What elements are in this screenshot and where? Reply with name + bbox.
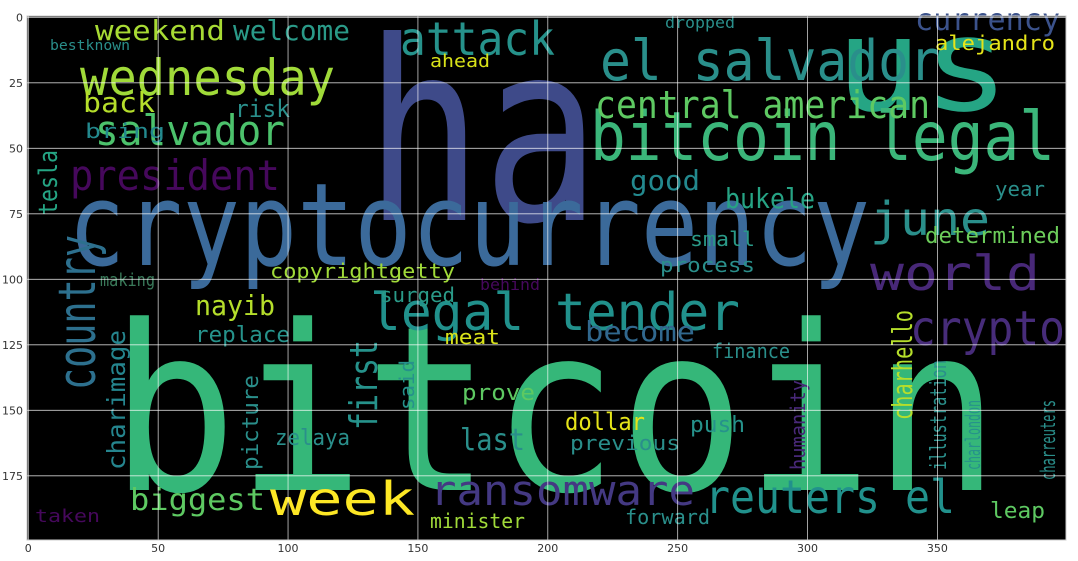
word: finance: [712, 339, 790, 363]
word: attack: [400, 12, 555, 66]
word: tesla: [34, 150, 64, 215]
word: country: [48, 235, 108, 390]
word: picture: [239, 375, 264, 470]
word: first: [342, 340, 386, 430]
word: meat: [445, 325, 500, 349]
word: leap: [990, 499, 1045, 524]
y-tick-label: 75: [9, 208, 23, 221]
word: bestknown: [50, 38, 130, 54]
word: behind: [480, 275, 540, 294]
word: dollar: [565, 408, 645, 436]
word: president: [70, 151, 280, 200]
word: minister: [430, 509, 525, 533]
word: reuters el: [705, 470, 955, 524]
x-tick-label: 250: [667, 542, 688, 555]
y-tick-label: 25: [9, 77, 23, 90]
word: june: [870, 192, 990, 246]
word: us: [835, 0, 1010, 141]
word: salvador: [95, 106, 285, 155]
word: charhello: [886, 310, 919, 420]
word: dropped: [665, 13, 735, 32]
word: charlondon: [961, 400, 985, 470]
word: making: [100, 270, 155, 291]
word: wednesday: [80, 49, 335, 107]
word: biggest: [130, 483, 265, 518]
word: legal tender: [370, 283, 740, 343]
word: replace: [195, 323, 290, 348]
plot-frame: [26, 15, 1067, 541]
word: nayib: [195, 289, 275, 322]
word: good: [630, 164, 700, 197]
word: process: [660, 253, 755, 277]
word: crypto: [910, 301, 1065, 357]
x-tick-label: 0: [25, 542, 32, 555]
word: previous: [570, 431, 680, 455]
word: said: [395, 360, 419, 410]
word: ha: [365, 0, 600, 279]
x-tick-label: 200: [537, 542, 558, 555]
word: cryptocurrency: [68, 159, 870, 293]
word: alejandro: [935, 31, 1055, 55]
word: zelaya: [275, 426, 350, 451]
word: last: [460, 423, 525, 458]
word: charimage: [102, 330, 131, 470]
word: ransomware: [430, 466, 695, 515]
word: taken: [35, 506, 100, 527]
word: bitcoin: [110, 278, 1000, 545]
y-tick-label: 50: [9, 142, 23, 155]
word: back: [83, 86, 155, 119]
word: year: [995, 177, 1045, 201]
word: risk: [235, 95, 291, 123]
word: push: [690, 413, 745, 438]
word: prove: [462, 381, 535, 406]
word: bukele: [725, 182, 815, 215]
x-tick-label: 100: [278, 542, 299, 555]
word: determined: [925, 224, 1060, 249]
word: bitcoin legal: [590, 98, 1055, 177]
word: forward: [625, 505, 710, 529]
word: welcome: [233, 14, 350, 47]
word: bring: [85, 119, 165, 143]
word: world: [870, 246, 1040, 302]
word: small: [690, 227, 755, 251]
word: charreuters: [1036, 400, 1060, 480]
word: week: [270, 472, 415, 526]
image-background: [27, 16, 1066, 540]
word: illustration: [927, 360, 952, 470]
word: ahead: [430, 51, 490, 72]
word: become: [585, 315, 695, 348]
word: surged: [380, 283, 455, 307]
y-tick-label: 125: [2, 339, 23, 352]
y-tick-label: 100: [2, 273, 23, 286]
word: central american: [595, 83, 930, 127]
y-tick-label: 175: [2, 470, 23, 483]
word: humanity: [786, 380, 810, 470]
word: weekend: [95, 14, 225, 47]
y-tick-label: 150: [2, 404, 23, 417]
x-tick-label: 350: [927, 542, 948, 555]
x-tick-label: 300: [797, 542, 818, 555]
x-tick-label: 150: [407, 542, 428, 555]
x-tick-label: 50: [151, 542, 165, 555]
y-tick-label: 0: [16, 11, 23, 24]
word: currency: [915, 3, 1060, 38]
